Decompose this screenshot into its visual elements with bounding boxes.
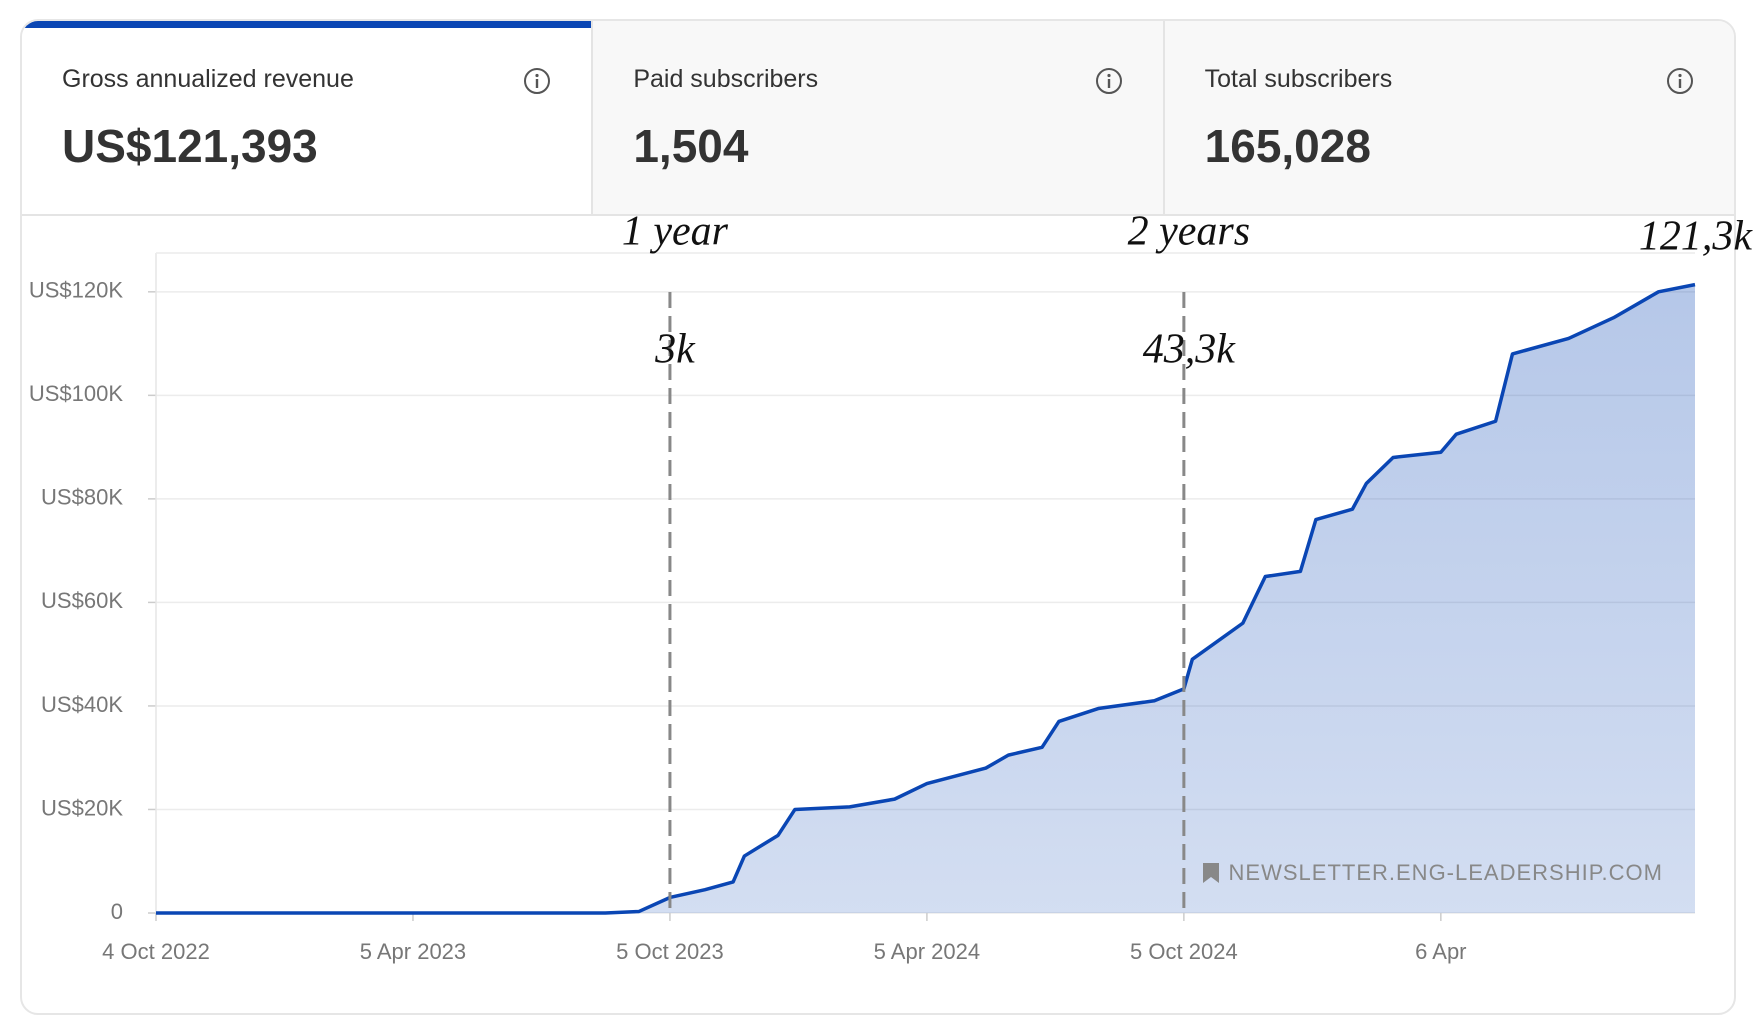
y-tick-label: US$120K [29, 278, 124, 303]
metric-card[interactable]: Total subscribers 165,028 [1162, 21, 1734, 214]
x-tick-label: 6 Apr [1415, 939, 1466, 964]
y-tick-label: US$40K [41, 692, 123, 717]
metric-title: Gross annualized revenue [62, 65, 354, 93]
info-icon[interactable] [1666, 67, 1694, 95]
metric-value: 1,504 [633, 120, 749, 172]
metric-title: Paid subscribers [633, 65, 819, 93]
revenue-line [156, 282, 1696, 915]
metric-value: US$121,393 [62, 120, 318, 172]
info-icon[interactable] [1095, 67, 1123, 95]
metric-card[interactable]: Paid subscribers 1,504 [591, 21, 1163, 214]
y-tick-label: US$100K [29, 381, 124, 406]
x-tick-label: 5 Apr 2023 [360, 939, 466, 964]
y-tick-label: US$20K [41, 795, 123, 820]
marker-value-label: 3k [654, 327, 696, 373]
marker-value-label: 43,3k [1143, 327, 1237, 373]
watermark-icon [1203, 863, 1219, 883]
marker-label: 2 years [1128, 209, 1250, 255]
watermark: NEWSLETTER.ENG-LEADERSHIP.COM [1203, 860, 1663, 885]
metric-cards: Gross annualized revenue US$121,393 Paid s… [22, 21, 1734, 216]
marker-label: 1 year [622, 209, 729, 255]
metric-card[interactable]: Gross annualized revenue US$121,393 [22, 21, 592, 214]
y-tick-label: US$60K [41, 588, 123, 613]
x-tick-label: 5 Apr 2024 [874, 939, 980, 964]
x-tick-label: 5 Oct 2023 [616, 939, 724, 964]
metric-title: Total subscribers [1204, 65, 1393, 93]
x-tick-label: 5 Oct 2024 [1130, 939, 1238, 964]
y-tick-label: US$80K [41, 485, 123, 510]
area-fill [156, 284, 1695, 914]
x-tick-label: 4 Oct 2022 [102, 939, 210, 964]
info-icon[interactable] [523, 67, 551, 95]
end-label: 121,3k [1639, 214, 1754, 260]
metric-value: 165,028 [1204, 120, 1371, 172]
y-tick-label: 0 [111, 899, 123, 924]
watermark-text: NEWSLETTER.ENG-LEADERSHIP.COM [1229, 860, 1663, 885]
